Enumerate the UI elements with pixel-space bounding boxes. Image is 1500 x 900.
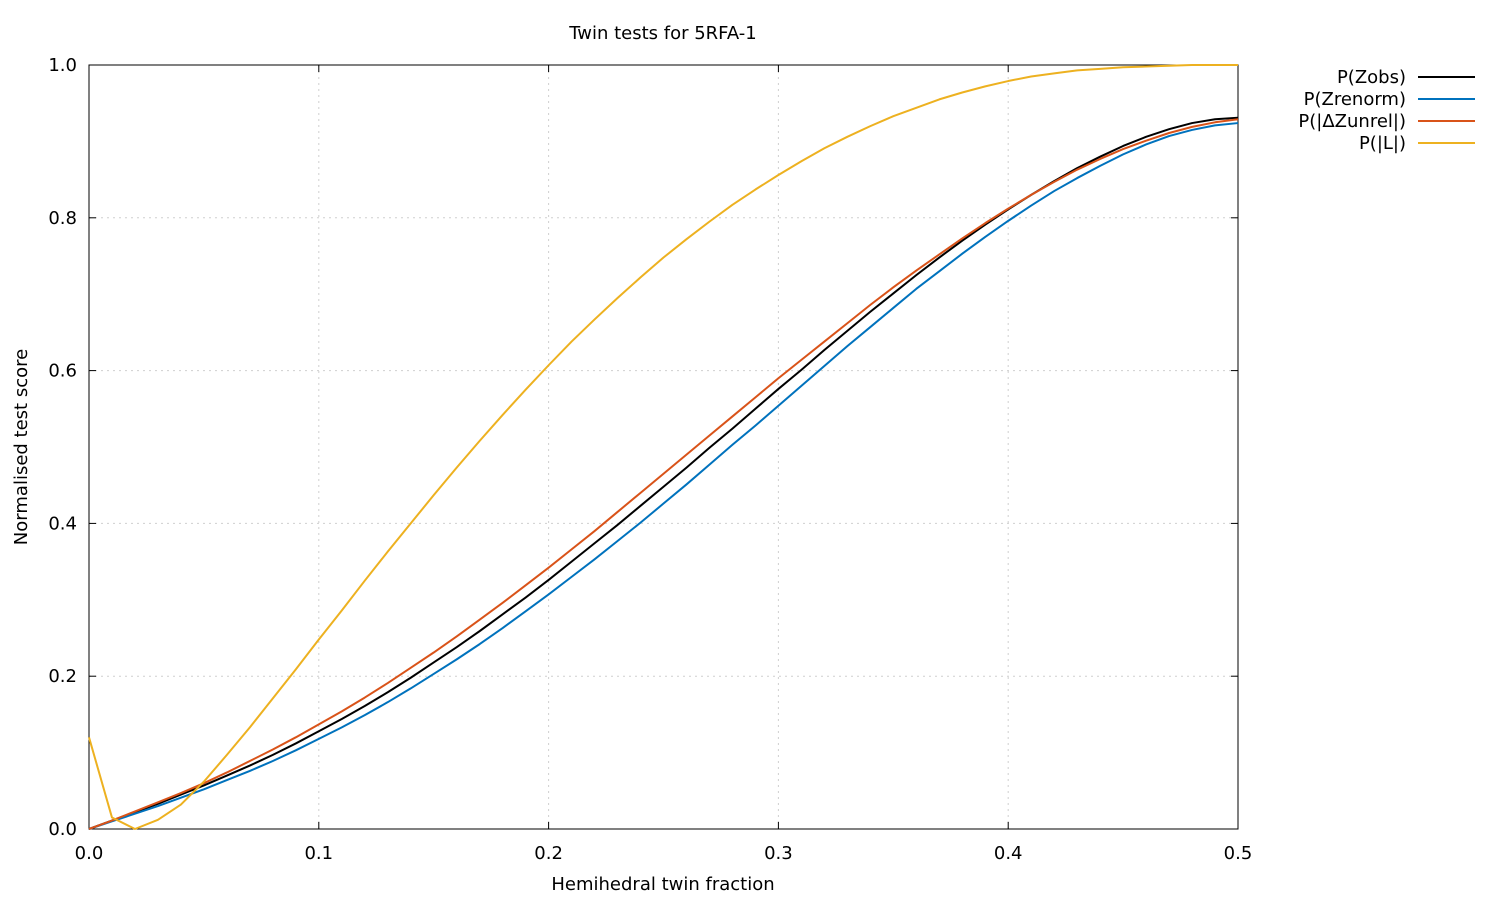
grid — [89, 65, 1238, 829]
legend-label: P(Zobs) — [1337, 67, 1406, 88]
series-line — [88, 118, 1239, 830]
legend: P(Zobs)P(Zrenorm)P(|ΔZunrel|)P(|L|) — [1298, 67, 1475, 154]
x-tick-label: 0.3 — [764, 843, 793, 864]
y-tick-label: 0.4 — [48, 513, 77, 534]
x-tick-label: 0.5 — [1224, 843, 1253, 864]
y-tick-label: 1.0 — [48, 55, 77, 76]
legend-label: P(Zrenorm) — [1304, 89, 1406, 110]
x-tick-label: 0.2 — [534, 843, 563, 864]
legend-label: P(|ΔZunrel|) — [1298, 111, 1406, 132]
series-line — [88, 122, 1239, 830]
y-tick-label: 0.8 — [48, 208, 77, 229]
axes: 0.0 0.1 0.2 0.3 0.4 0.5 0.0 0.2 0.4 0.6 0.8 1.0 — [48, 55, 1252, 864]
y-tick-label: 0.6 — [48, 361, 77, 382]
chart-title: Twin tests for 5RFA-1 — [568, 23, 757, 44]
x-tick-label: 0.1 — [304, 843, 333, 864]
y-tick-label: 0.0 — [48, 819, 77, 840]
plot-frame — [88, 64, 1239, 830]
y-axis-label: Normalised test score — [11, 349, 32, 545]
x-tick-label: 0.4 — [994, 843, 1023, 864]
series-group — [88, 64, 1239, 830]
legend-label: P(|L|) — [1359, 133, 1406, 154]
x-axis-label: Hemihedral twin fraction — [551, 874, 774, 895]
series-line — [88, 64, 1238, 830]
y-tick-label: 0.2 — [48, 666, 77, 687]
x-tick-label: 0.0 — [75, 843, 104, 864]
